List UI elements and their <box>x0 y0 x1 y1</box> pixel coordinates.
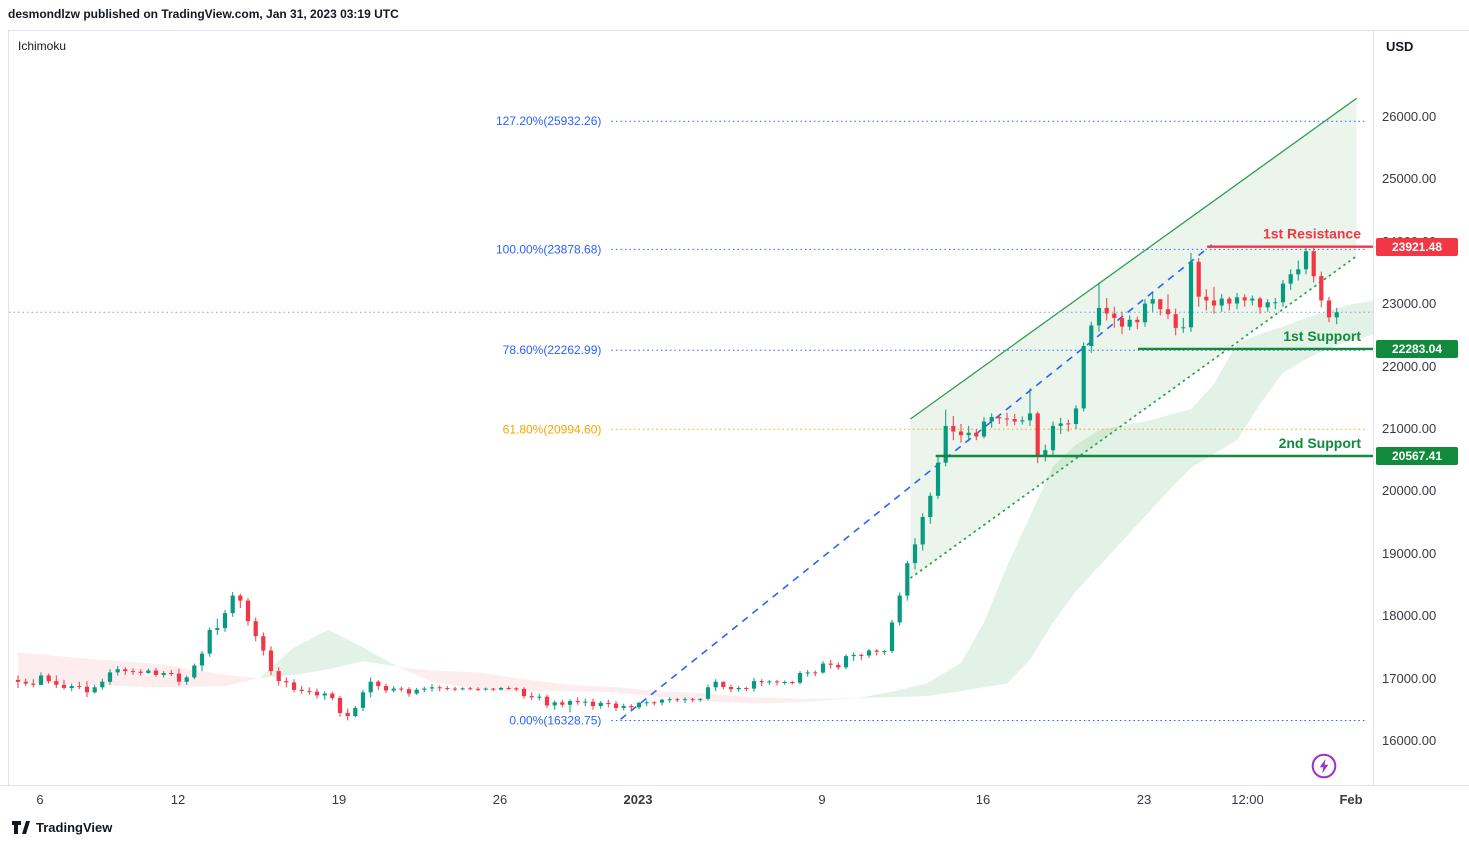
time-axis-label: 2023 <box>623 792 653 807</box>
time-axis-label: Feb <box>1339 792 1363 807</box>
price-axis-label: 22000.00 <box>1382 358 1437 374</box>
time-axis-label: 26 <box>492 792 508 807</box>
price-badge-resistance-1: 23921.48 <box>1376 237 1458 256</box>
time-axis-label: 6 <box>36 792 44 807</box>
chart-svg[interactable]: 127.20%(25932.26) 100.00%(23878.68) 78.60%… <box>9 31 1374 786</box>
indicator-label[interactable]: Ichimoku <box>18 39 67 53</box>
price-axis-label: 20000.00 <box>1382 483 1437 499</box>
price-axis-label: 17000.00 <box>1382 670 1437 686</box>
tradingview-logo-icon <box>12 821 30 834</box>
price-axis[interactable]: USD 16000.00 17000.00 18000.00 19000.00 2000… <box>1373 30 1469 786</box>
fib-label: 127.20%(25932.26) <box>496 114 601 128</box>
fib-retracement[interactable]: 127.20%(25932.26) 100.00%(23878.68) 78.60%… <box>496 114 1367 728</box>
fib-label: 0.00%(16328.75) <box>509 714 601 728</box>
key-levels: 1st Resistance 1st Support 2nd Support <box>935 226 1374 458</box>
price-badge-support-1: 22283.04 <box>1376 339 1458 358</box>
price-axis-label: 26000.00 <box>1382 108 1437 124</box>
price-axis-label: 21000.00 <box>1382 420 1437 436</box>
currency-label: USD <box>1386 39 1414 54</box>
fib-label: 61.80%(20994.60) <box>503 422 602 436</box>
time-axis-label: 19 <box>331 792 347 807</box>
price-axis-label: 25000.00 <box>1382 171 1437 187</box>
publish-header: desmondlzw published on TradingView.com,… <box>8 7 399 21</box>
price-axis-label: 23000.00 <box>1382 296 1437 312</box>
level-label-support-2: 2nd Support <box>1279 435 1362 451</box>
ascending-channel[interactable] <box>909 97 1358 579</box>
candlesticks <box>15 246 1339 721</box>
fib-label: 78.60%(22262.99) <box>503 343 602 357</box>
level-label-support-1: 1st Support <box>1283 328 1361 344</box>
time-axis-label: 9 <box>818 792 826 807</box>
chart-canvas[interactable]: 127.20%(25932.26) 100.00%(23878.68) 78.60%… <box>8 30 1374 786</box>
price-axis-label: 16000.00 <box>1382 733 1437 748</box>
time-axis-label: 16 <box>975 792 991 807</box>
level-label-resistance-1: 1st Resistance <box>1263 226 1361 242</box>
tradingview-logo-text: TradingView <box>36 820 113 835</box>
time-axis-label: 12:00 <box>1231 792 1264 807</box>
time-axis[interactable]: 6 12 19 26 2023 9 16 23 12:00 Feb <box>0 785 1469 814</box>
tradingview-logo[interactable]: TradingView <box>12 820 112 835</box>
flash-icon[interactable] <box>1310 752 1338 780</box>
fib-label: 100.00%(23878.68) <box>496 242 601 256</box>
price-axis-label: 18000.00 <box>1382 608 1437 624</box>
time-axis-label: 23 <box>1136 792 1152 807</box>
trendline[interactable] <box>620 244 1213 720</box>
ichimoku-cloud <box>18 300 1374 704</box>
price-badge-support-2: 20567.41 <box>1376 446 1458 465</box>
price-axis-label: 19000.00 <box>1382 545 1437 561</box>
time-axis-label: 12 <box>170 792 186 807</box>
